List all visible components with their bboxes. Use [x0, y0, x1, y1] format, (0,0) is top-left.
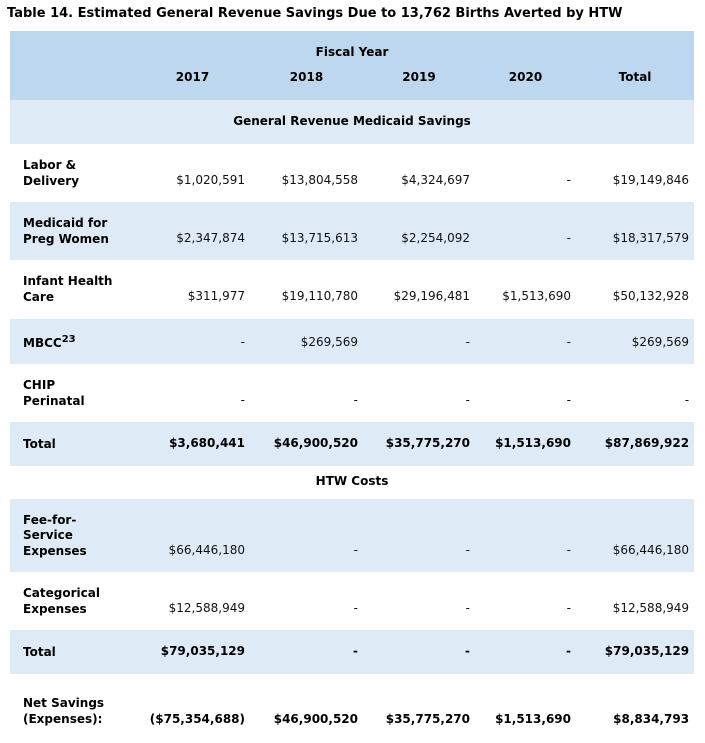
- cell-value: $46,900,520: [273, 711, 358, 726]
- cell-value: $29,196,481: [393, 288, 470, 303]
- section-heading-medicaid-savings: General Revenue Medicaid Savings: [10, 100, 695, 144]
- cell-value: $13,804,558: [281, 172, 358, 187]
- cell-value: -: [135, 318, 250, 365]
- column-header-2019: 2019: [363, 63, 475, 101]
- cell-value: $13,715,613: [250, 202, 363, 261]
- cell-value: $12,588,949: [612, 600, 690, 615]
- cell-value: $66,446,180: [135, 498, 250, 573]
- cell-value: -: [684, 392, 690, 407]
- cell-value: -: [363, 630, 475, 675]
- table-row-labor-delivery: Labor & Delivery $1,020,591 $13,804,558 …: [10, 144, 694, 202]
- cell-value: $12,588,949: [168, 600, 245, 615]
- cell-value: -: [363, 498, 475, 573]
- cell-value: -: [353, 392, 358, 407]
- table-row-medicaid-savings-total: Total $3,680,441 $46,900,520 $35,775,270…: [10, 422, 695, 466]
- row-label: Medicaid for Preg Women: [10, 202, 135, 261]
- cell-value: $18,317,579: [576, 202, 695, 261]
- cell-value: -: [353, 600, 358, 615]
- row-label: Total: [10, 630, 135, 675]
- revenue-savings-table: Fiscal Year 2017 2018 2019 2020 Total Ge…: [10, 31, 695, 743]
- table-row-fee-for-service-expenses: Fee-for- Service Expenses $66,446,180 - …: [10, 498, 695, 573]
- cell-value: $1,020,591: [176, 172, 245, 187]
- row-label: Categorical Expenses: [23, 586, 100, 616]
- cell-value: $87,869,922: [576, 422, 695, 466]
- cell-value: -: [566, 392, 571, 407]
- cell-value: -: [475, 318, 576, 365]
- cell-value: $50,132,928: [612, 288, 690, 303]
- cell-value: $1,513,690: [475, 422, 576, 466]
- cell-value: -: [250, 630, 363, 675]
- column-header-2018: 2018: [250, 63, 363, 101]
- cell-value: -: [566, 172, 571, 187]
- cell-value: $1,513,690: [495, 711, 571, 726]
- cell-value: -: [465, 392, 470, 407]
- table-row-net-savings: Net Savings (Expenses): ($75,354,688) $4…: [10, 674, 694, 743]
- cell-value: -: [566, 600, 571, 615]
- cell-value: $46,900,520: [250, 422, 363, 466]
- cell-value: $79,035,129: [576, 630, 695, 675]
- cell-value: -: [250, 498, 363, 573]
- cell-value: $4,324,697: [401, 172, 470, 187]
- column-header-2020: 2020: [475, 63, 576, 101]
- row-label-text: MBCC: [23, 335, 62, 350]
- footnote-marker: 23: [61, 333, 76, 345]
- section-heading-htw-costs: HTW Costs: [315, 473, 389, 488]
- table-row-infant-health-care: Infant Health Care $311,977 $19,110,780 …: [10, 260, 694, 318]
- table-row-medicaid-preg-women: Medicaid for Preg Women $2,347,874 $13,7…: [10, 202, 695, 261]
- table-row-mbcc: MBCC23 - $269,569 - - $269,569: [10, 318, 695, 365]
- cell-value: -: [363, 318, 475, 365]
- row-label: Net Savings (Expenses):: [23, 696, 105, 726]
- cell-value: $19,149,846: [612, 172, 690, 187]
- row-label: MBCC23: [10, 318, 135, 365]
- row-label: CHIP Perinatal: [23, 378, 85, 408]
- cell-value: $2,254,092: [363, 202, 475, 261]
- year-columns-header-row: 2017 2018 2019 2020 Total: [10, 63, 695, 101]
- cell-value: -: [465, 600, 470, 615]
- cell-value: -: [475, 630, 576, 675]
- section-heading-row: General Revenue Medicaid Savings: [10, 100, 695, 144]
- cell-value: $1,513,690: [502, 288, 571, 303]
- cell-value: $35,775,270: [385, 711, 470, 726]
- cell-value: $66,446,180: [576, 498, 695, 573]
- fiscal-year-header-row: Fiscal Year: [10, 31, 695, 64]
- cell-value: $35,775,270: [363, 422, 475, 466]
- cell-value: $3,680,441: [135, 422, 250, 466]
- cell-value: $269,569: [250, 318, 363, 365]
- document-page: Table 14. Estimated General Revenue Savi…: [0, 5, 705, 743]
- cell-value: ($75,354,688): [149, 711, 245, 726]
- cell-value: $269,569: [576, 318, 695, 365]
- cell-value: $79,035,129: [135, 630, 250, 675]
- column-header-2017: 2017: [135, 63, 250, 101]
- row-label: Infant Health Care: [23, 274, 113, 304]
- row-label: Fee-for- Service Expenses: [10, 498, 135, 573]
- table-row-htw-costs-total: Total $79,035,129 - - - $79,035,129: [10, 630, 695, 675]
- cell-value: $8,834,793: [613, 711, 690, 726]
- cell-value: $2,347,874: [135, 202, 250, 261]
- fiscal-year-header: Fiscal Year: [10, 31, 695, 64]
- table-row-categorical-expenses: Categorical Expenses $12,588,949 - - - $…: [10, 572, 694, 630]
- cell-value: $19,110,780: [281, 288, 358, 303]
- row-label: Labor & Delivery: [23, 157, 80, 188]
- table-header: Fiscal Year 2017 2018 2019 2020 Total: [10, 31, 695, 101]
- row-label: Total: [10, 422, 135, 466]
- row-label-column-header: [10, 63, 135, 101]
- cell-value: -: [475, 498, 576, 573]
- cell-value: -: [475, 202, 576, 261]
- table-title: Table 14. Estimated General Revenue Savi…: [7, 6, 623, 21]
- section-heading-row: HTW Costs: [10, 466, 694, 499]
- column-header-total: Total: [576, 63, 695, 101]
- cell-value: $311,977: [187, 288, 245, 303]
- table-row-chip-perinatal: CHIP Perinatal - - - - -: [10, 364, 694, 422]
- table-body: General Revenue Medicaid Savings Labor &…: [10, 100, 695, 743]
- cell-value: -: [240, 392, 245, 407]
